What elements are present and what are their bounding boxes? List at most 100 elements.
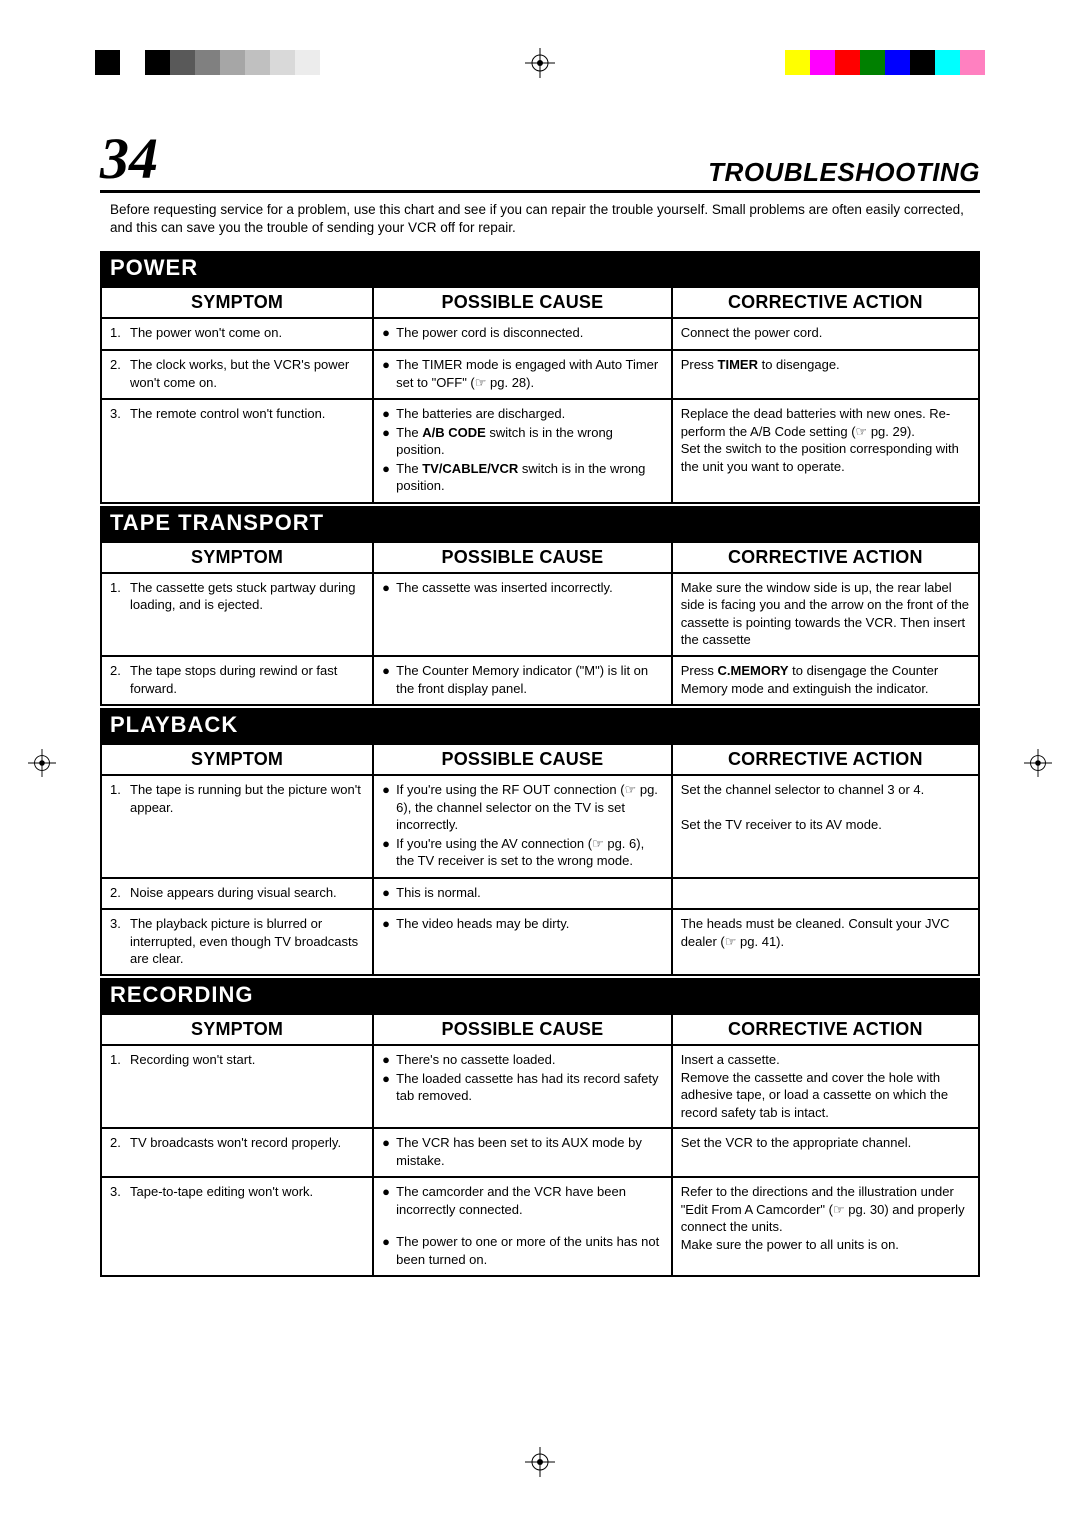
symptom-cell: 3.The playback picture is blurred or int… <box>101 909 373 975</box>
cause-cell: ●The video heads may be dirty. <box>373 909 672 975</box>
cause-item: ●The camcorder and the VCR have been inc… <box>382 1183 663 1218</box>
col-action: CORRECTIVE ACTION <box>672 1014 979 1045</box>
cause-cell: ●This is normal. <box>373 878 672 910</box>
cause-item: ●The VCR has been set to its AUX mode by… <box>382 1134 663 1169</box>
swatch <box>95 50 120 75</box>
symptom-cell: 2.The clock works, but the VCR's power w… <box>101 350 373 399</box>
action-cell: Press C.MEMORY to disengage the Counter … <box>672 656 979 705</box>
grayscale-swatches <box>95 50 320 75</box>
col-symptom: SYMPTOM <box>101 744 373 775</box>
swatch <box>245 50 270 75</box>
col-cause: POSSIBLE CAUSE <box>373 1014 672 1045</box>
section-title: RECORDING <box>100 978 980 1013</box>
swatch <box>910 50 935 75</box>
swatch <box>885 50 910 75</box>
symptom-cell: 3.The remote control won't function. <box>101 399 373 503</box>
cause-item: ●The video heads may be dirty. <box>382 915 663 933</box>
cause-item: ●This is normal. <box>382 884 663 902</box>
swatch <box>145 50 170 75</box>
action-cell: Make sure the window side is up, the rea… <box>672 573 979 656</box>
action-cell: Press TIMER to disengage. <box>672 350 979 399</box>
cause-cell: ●The VCR has been set to its AUX mode by… <box>373 1128 672 1177</box>
swatch <box>295 50 320 75</box>
col-action: CORRECTIVE ACTION <box>672 287 979 318</box>
symptom-cell: 1.The tape is running but the picture wo… <box>101 775 373 878</box>
crosshair-bottom-icon <box>525 1447 555 1477</box>
swatch <box>785 50 810 75</box>
page-header: 34 TROUBLESHOOTING <box>100 130 980 193</box>
action-cell: The heads must be cleaned. Consult your … <box>672 909 979 975</box>
cause-item: ●The batteries are discharged. <box>382 405 663 423</box>
page-content: 34 TROUBLESHOOTING Before requesting ser… <box>100 130 980 1277</box>
symptom-cell: 1.Recording won't start. <box>101 1045 373 1128</box>
cause-item: ●The Counter Memory indicator ("M") is l… <box>382 662 663 697</box>
table-row: 1.The tape is running but the picture wo… <box>101 775 979 878</box>
cause-item: ●The TIMER mode is engaged with Auto Tim… <box>382 356 663 391</box>
table-row: 2.Noise appears during visual search. ●T… <box>101 878 979 910</box>
swatch <box>170 50 195 75</box>
trouble-table: SYMPTOM POSSIBLE CAUSE CORRECTIVE ACTION… <box>100 1013 980 1277</box>
table-row: 1.Recording won't start. ●There's no cas… <box>101 1045 979 1128</box>
swatch <box>960 50 985 75</box>
swatch <box>835 50 860 75</box>
swatch <box>195 50 220 75</box>
col-cause: POSSIBLE CAUSE <box>373 542 672 573</box>
table-row: 2.The clock works, but the VCR's power w… <box>101 350 979 399</box>
action-cell: Connect the power cord. <box>672 318 979 350</box>
col-cause: POSSIBLE CAUSE <box>373 744 672 775</box>
action-cell: Set the channel selector to channel 3 or… <box>672 775 979 878</box>
section-title: TAPE TRANSPORT <box>100 506 980 541</box>
swatch <box>120 50 145 75</box>
section-title: PLAYBACK <box>100 708 980 743</box>
symptom-cell: 3.Tape-to-tape editing won't work. <box>101 1177 373 1276</box>
cause-cell: ●The power cord is disconnected. <box>373 318 672 350</box>
table-row: 1.The power won't come on. ●The power co… <box>101 318 979 350</box>
symptom-cell: 1.The cassette gets stuck partway during… <box>101 573 373 656</box>
cause-item: ●The cassette was inserted incorrectly. <box>382 579 663 597</box>
cause-cell: ●There's no cassette loaded.●The loaded … <box>373 1045 672 1128</box>
action-cell: Set the VCR to the appropriate channel. <box>672 1128 979 1177</box>
symptom-cell: 2.Noise appears during visual search. <box>101 878 373 910</box>
swatch <box>860 50 885 75</box>
table-row: 1.The cassette gets stuck partway during… <box>101 573 979 656</box>
color-swatches <box>785 50 985 75</box>
cause-item: ●The A/B CODE switch is in the wrong pos… <box>382 424 663 459</box>
symptom-cell: 2.TV broadcasts won't record properly. <box>101 1128 373 1177</box>
action-cell: Insert a cassette.Remove the cassette an… <box>672 1045 979 1128</box>
swatch <box>220 50 245 75</box>
trouble-table: SYMPTOM POSSIBLE CAUSE CORRECTIVE ACTION… <box>100 541 980 706</box>
action-cell <box>672 878 979 910</box>
cause-item: ●The power to one or more of the units h… <box>382 1233 663 1268</box>
symptom-cell: 1.The power won't come on. <box>101 318 373 350</box>
trouble-table: SYMPTOM POSSIBLE CAUSE CORRECTIVE ACTION… <box>100 743 980 976</box>
col-action: CORRECTIVE ACTION <box>672 542 979 573</box>
table-row: 3.Tape-to-tape editing won't work. ●The … <box>101 1177 979 1276</box>
crosshair-top-icon <box>525 48 555 78</box>
table-row: 3.The playback picture is blurred or int… <box>101 909 979 975</box>
cause-item: ●There's no cassette loaded. <box>382 1051 663 1069</box>
page-title: TROUBLESHOOTING <box>708 157 980 188</box>
crosshair-right-icon <box>1024 749 1052 777</box>
cause-cell: ●The cassette was inserted incorrectly. <box>373 573 672 656</box>
cause-cell: ●The Counter Memory indicator ("M") is l… <box>373 656 672 705</box>
cause-item: ●If you're using the RF OUT connection (… <box>382 781 663 834</box>
col-symptom: SYMPTOM <box>101 542 373 573</box>
col-symptom: SYMPTOM <box>101 287 373 318</box>
cause-cell: ●The batteries are discharged.●The A/B C… <box>373 399 672 503</box>
symptom-cell: 2.The tape stops during rewind or fast f… <box>101 656 373 705</box>
action-cell: Refer to the directions and the illustra… <box>672 1177 979 1276</box>
cause-cell: ●The camcorder and the VCR have been inc… <box>373 1177 672 1276</box>
page-number: 34 <box>100 130 158 188</box>
swatch <box>935 50 960 75</box>
cause-cell: ●If you're using the RF OUT connection (… <box>373 775 672 878</box>
table-row: 3.The remote control won't function. ●Th… <box>101 399 979 503</box>
cause-item: ●The loaded cassette has had its record … <box>382 1070 663 1105</box>
col-symptom: SYMPTOM <box>101 1014 373 1045</box>
cause-item: ●The power cord is disconnected. <box>382 324 663 342</box>
action-cell: Replace the dead batteries with new ones… <box>672 399 979 503</box>
col-action: CORRECTIVE ACTION <box>672 744 979 775</box>
swatch <box>270 50 295 75</box>
cause-item: ●If you're using the AV connection (☞ pg… <box>382 835 663 870</box>
trouble-table: SYMPTOM POSSIBLE CAUSE CORRECTIVE ACTION… <box>100 286 980 503</box>
cause-cell: ●The TIMER mode is engaged with Auto Tim… <box>373 350 672 399</box>
